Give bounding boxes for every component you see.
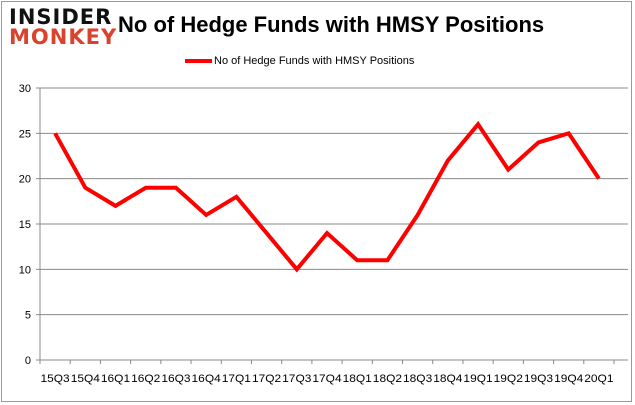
x-tick-label: 15Q3 [41, 373, 70, 385]
x-tick-label: 17Q4 [312, 373, 341, 385]
x-tick-label: 19Q1 [463, 373, 492, 385]
y-tick-label: 0 [25, 355, 31, 367]
x-tick-label: 16Q4 [192, 373, 221, 385]
logo-line1: INSIDER [9, 5, 113, 29]
y-tick-label: 30 [19, 83, 31, 95]
y-tick-label: 5 [25, 310, 31, 322]
x-tick-label: 16Q1 [101, 373, 130, 385]
legend-swatch [185, 59, 212, 63]
logo-line2: MONKEY [9, 25, 118, 49]
x-tick-label: 18Q1 [343, 373, 372, 385]
y-tick-label: 10 [19, 264, 31, 276]
x-tick-label: 17Q1 [222, 373, 251, 385]
x-tick-label: 18Q2 [373, 373, 402, 385]
x-tick-label: 15Q4 [71, 373, 100, 385]
x-tick-label: 17Q3 [282, 373, 311, 385]
insider-monkey-logo: INSIDER MONKEY [9, 5, 118, 49]
chart-title: No of Hedge Funds with HMSY Positions [118, 12, 545, 37]
x-tick-label: 19Q3 [524, 373, 553, 385]
y-tick-label: 25 [19, 128, 31, 140]
x-tick-label: 18Q3 [403, 373, 432, 385]
legend: No of Hedge Funds with HMSY Positions [185, 55, 414, 67]
x-tick-label: 19Q4 [554, 373, 583, 385]
x-tick-label: 17Q2 [252, 373, 281, 385]
x-tick-label: 19Q2 [494, 373, 523, 385]
series-line [53, 120, 601, 273]
y-tick-label: 15 [19, 219, 31, 231]
y-tick-label: 20 [19, 174, 31, 186]
x-tick-label: 20Q1 [584, 373, 613, 385]
x-tick-label: 18Q4 [433, 373, 462, 385]
legend-label: No of Hedge Funds with HMSY Positions [214, 55, 415, 67]
x-tick-label: 16Q2 [131, 373, 160, 385]
x-tick-label: 16Q3 [161, 373, 190, 385]
